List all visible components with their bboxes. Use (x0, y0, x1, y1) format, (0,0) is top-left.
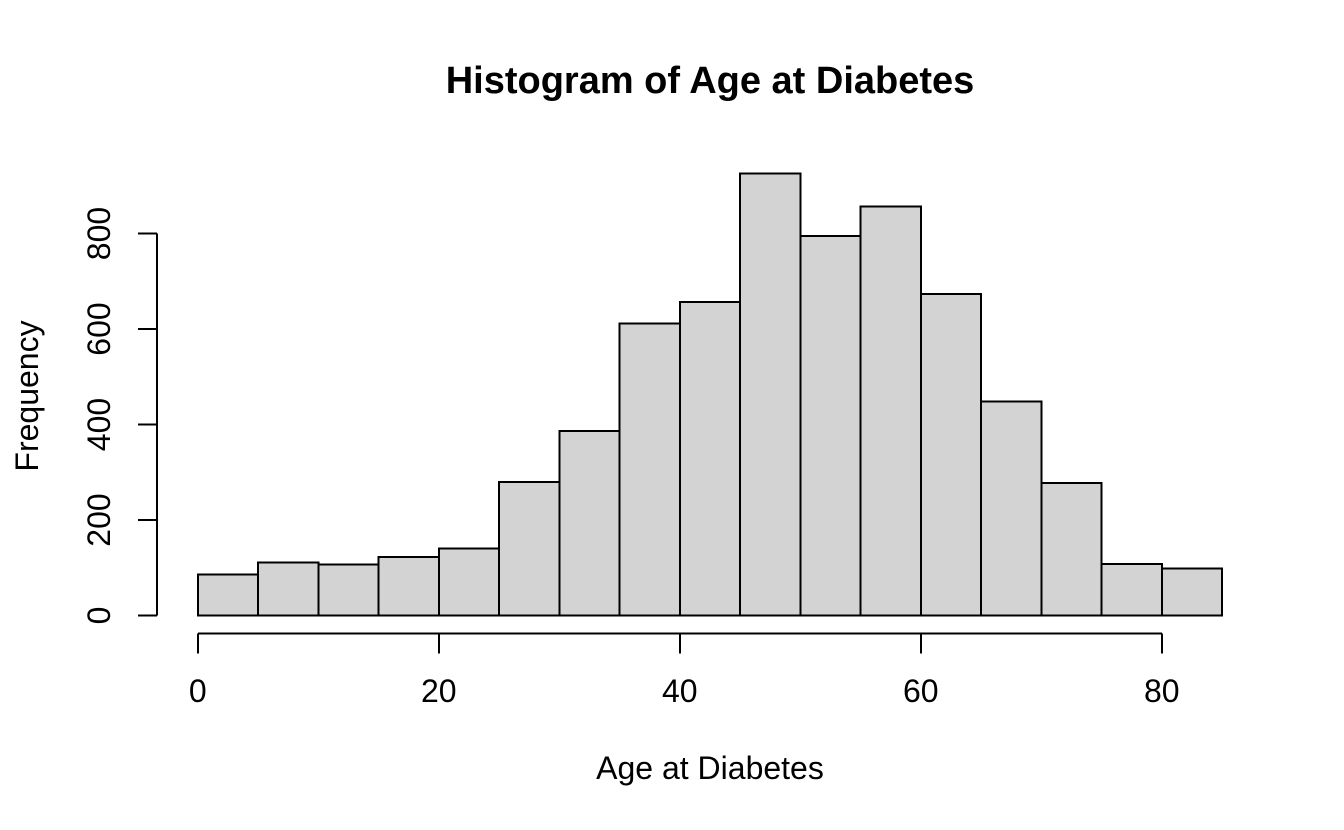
y-axis-tick-label: 600 (81, 302, 117, 355)
x-axis-tick-label: 40 (662, 673, 698, 709)
histogram-bar (1160, 567, 1224, 617)
y-axis-tick-label: 200 (81, 493, 117, 546)
y-axis-tick-label: 400 (81, 398, 117, 451)
x-axis-tick-label: 60 (903, 673, 939, 709)
x-axis: 0 20 40 60 80 (189, 632, 1180, 709)
histogram-bar (317, 563, 380, 617)
x-axis-tick-label: 80 (1144, 673, 1180, 709)
histogram-bar (1100, 562, 1163, 617)
histogram-bar (799, 234, 862, 617)
x-axis-tick-label: 0 (189, 673, 207, 709)
histogram-bar (678, 300, 742, 617)
histogram-bar (739, 172, 802, 617)
histogram-bar (196, 573, 260, 617)
histogram-bar (618, 322, 681, 617)
y-axis-tick-label: 800 (81, 207, 117, 260)
x-axis-label: Age at Diabetes (596, 750, 824, 786)
x-axis-tick-label: 20 (421, 673, 457, 709)
histogram-bar (558, 430, 621, 617)
histogram-bar (859, 205, 922, 617)
y-axis-tick-label: 0 (81, 607, 117, 625)
histogram-bar (498, 480, 561, 617)
histogram-bar (377, 555, 440, 617)
chart-title: Histogram of Age at Diabetes (446, 60, 975, 102)
histogram-bar (980, 400, 1043, 617)
y-axis: 0 200 400 600 800 (81, 207, 158, 625)
histogram-bar (437, 547, 501, 617)
histogram-bar (919, 293, 983, 617)
bars-group (196, 172, 1224, 617)
histogram-bar (1040, 481, 1103, 617)
histogram-bar (257, 561, 320, 617)
y-axis-label: Frequency (9, 320, 45, 471)
